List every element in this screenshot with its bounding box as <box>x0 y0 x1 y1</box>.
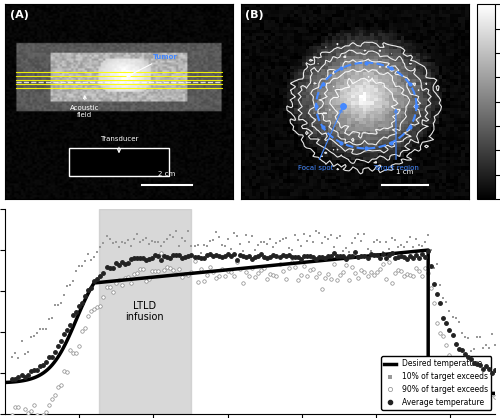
10% of target exceeds <box>10 354 16 359</box>
Desired temperature <box>56 352 62 357</box>
10% of target exceeds <box>492 343 498 348</box>
10% of target exceeds <box>474 334 480 339</box>
10% of target exceeds <box>410 245 416 250</box>
FancyBboxPatch shape <box>69 148 169 176</box>
10% of target exceeds <box>16 355 22 360</box>
Text: Tumor: Tumor <box>127 54 178 76</box>
10% of target exceeds <box>110 241 116 246</box>
10% of target exceeds <box>328 232 334 237</box>
Desired temperature <box>62 342 68 347</box>
Line: Desired temperature: Desired temperature <box>5 250 495 393</box>
Desired temperature <box>2 380 8 385</box>
90% of target exceeds <box>492 394 498 399</box>
90% of target exceeds <box>282 277 288 282</box>
90% of target exceeds <box>149 268 155 273</box>
Text: (A): (A) <box>10 10 29 20</box>
90% of target exceeds <box>110 290 116 295</box>
Bar <box>98 209 190 414</box>
90% of target exceeds <box>18 415 24 418</box>
Desired temperature <box>74 314 80 319</box>
Average temperature <box>325 254 331 259</box>
Text: Transducer: Transducer <box>100 136 138 152</box>
Text: LTLD
infusion: LTLD infusion <box>126 301 164 322</box>
Average temperature <box>149 255 155 260</box>
10% of target exceeds <box>186 228 192 233</box>
Average temperature <box>474 361 480 366</box>
Text: 2 cm: 2 cm <box>158 171 176 177</box>
90% of target exceeds <box>158 251 164 256</box>
10% of target exceeds <box>282 236 288 241</box>
Average temperature <box>425 248 431 253</box>
Text: Acoustic
field: Acoustic field <box>70 96 100 118</box>
Average temperature <box>12 377 18 382</box>
Average temperature <box>407 254 413 259</box>
90% of target exceeds <box>474 382 480 387</box>
Desired temperature <box>425 391 431 396</box>
90% of target exceeds <box>328 276 334 281</box>
Line: Average temperature: Average temperature <box>10 249 496 381</box>
Average temperature <box>492 368 498 373</box>
Desired temperature <box>492 391 498 396</box>
90% of target exceeds <box>10 413 16 418</box>
Desired temperature <box>425 247 431 252</box>
Average temperature <box>280 253 285 258</box>
Text: 1 cm: 1 cm <box>396 169 413 175</box>
Average temperature <box>10 377 16 382</box>
Average temperature <box>110 265 116 270</box>
Text: Target region: Target region <box>373 110 419 171</box>
Text: Focal spot: Focal spot <box>298 109 342 171</box>
Desired temperature <box>28 377 34 382</box>
90% of target exceeds <box>410 273 416 278</box>
Legend: Desired temperature, 10% of target exceeds, 90% of target exceeds, Average tempe: Desired temperature, 10% of target excee… <box>382 357 491 410</box>
Desired temperature <box>64 339 70 344</box>
Line: 90% of target exceeds: 90% of target exceeds <box>10 252 496 418</box>
Desired temperature <box>58 349 64 354</box>
10% of target exceeds <box>149 238 155 243</box>
Text: (B): (B) <box>246 10 264 20</box>
Line: 10% of target exceeds: 10% of target exceeds <box>11 229 496 359</box>
